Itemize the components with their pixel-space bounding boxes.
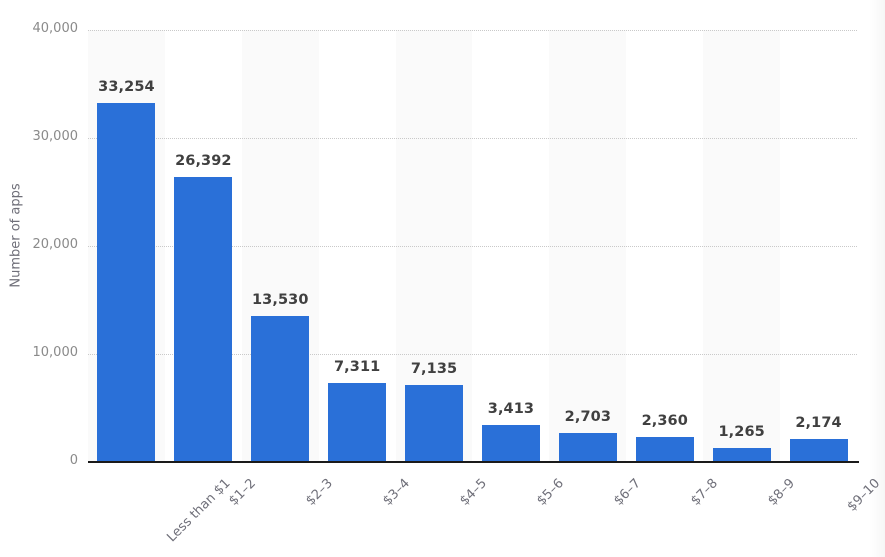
x-axis-tick-label: $2–3 <box>303 476 337 509</box>
x-axis-tick-label: Less than $1 <box>164 476 234 546</box>
bar-value-label: 7,311 <box>333 359 381 376</box>
y-axis-tick-label: 0 <box>69 453 78 468</box>
bar[interactable] <box>97 102 156 462</box>
x-axis-tick-label: $8–9 <box>764 476 798 509</box>
bar-value-label: 13,530 <box>251 291 309 308</box>
bar[interactable] <box>635 436 694 462</box>
bar-value-label: 33,254 <box>98 78 155 95</box>
bar[interactable] <box>558 432 617 462</box>
bar[interactable] <box>481 425 540 462</box>
gridline <box>88 30 857 31</box>
y-axis-tick-label: 10,000 <box>32 345 79 360</box>
bar-value-label: 1,265 <box>718 424 765 441</box>
gridline <box>88 246 857 247</box>
page-edge-shadow <box>869 0 885 557</box>
y-axis-title: Number of apps <box>8 183 24 288</box>
x-axis-tick-label: $4–5 <box>457 476 490 509</box>
x-axis-line <box>88 461 859 463</box>
y-axis-tick-label: 40,000 <box>32 21 79 36</box>
bar-value-label: 3,413 <box>487 401 535 418</box>
gridline <box>88 138 857 139</box>
x-axis-tick-label: $7–8 <box>687 476 721 509</box>
bar[interactable] <box>328 383 387 462</box>
plot-area: 33,254 26,392 13,530 7,311 7,135 3,413 2,703 2,… <box>88 30 857 462</box>
x-axis-tick-label: $3–4 <box>380 476 414 509</box>
bar[interactable] <box>174 176 233 462</box>
y-axis-tick-label: 30,000 <box>32 129 79 144</box>
gridline <box>88 354 857 355</box>
x-axis-tick-label: $9–10 <box>844 476 883 515</box>
x-axis-tick-label: $6–7 <box>611 476 644 509</box>
y-axis-tick-labels: 0 10,000 20,000 30,000 40,000 <box>0 0 79 557</box>
bar-value-label: 2,360 <box>641 412 688 429</box>
bar-value-label: 7,135 <box>410 360 458 377</box>
x-axis-category-labels: Less than $1 $1–2 $2–3 $3–4 $4–5 $5–6 $6–7 $7–8… <box>88 462 883 557</box>
x-axis-tick-label: $1–2 <box>226 476 260 509</box>
bar-value-label: 2,703 <box>564 408 612 425</box>
x-axis-tick-label: $5–6 <box>534 476 567 509</box>
bar-value-label: 26,392 <box>175 152 232 169</box>
bar[interactable] <box>789 438 848 462</box>
bar-value-label: 2,174 <box>795 414 842 431</box>
y-axis-tick-label: 20,000 <box>32 237 79 252</box>
bar[interactable] <box>712 448 771 462</box>
bar[interactable] <box>405 384 464 462</box>
bar[interactable] <box>251 315 310 462</box>
